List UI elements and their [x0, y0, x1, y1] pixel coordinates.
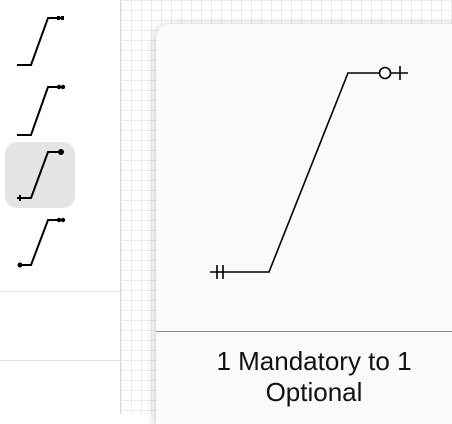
- relation-preview-diagram: [210, 66, 408, 279]
- shapes-sidebar: [0, 0, 121, 414]
- shape-preview-tooltip: 1 Mandatory to 1 Optional: [156, 24, 452, 424]
- preview-caption: 1 Mandatory to 1 Optional: [156, 346, 452, 408]
- preview-caption-line-1: 1 Mandatory to 1: [216, 346, 412, 376]
- sidebar-section-divider: [0, 291, 120, 292]
- shape-item-one-mandatory-to-many[interactable]: [5, 4, 75, 70]
- preview-caption-line-2: Optional: [265, 377, 363, 407]
- sidebar-section-divider: [0, 360, 120, 361]
- relation-one-mandatory-to-one-optional-icon: [17, 149, 64, 201]
- relation-many-to-many-icon: [17, 217, 66, 268]
- relation-one-mandatory-to-many-icon: [17, 16, 64, 66]
- preview-divider: [156, 331, 452, 332]
- shape-item-one-to-many[interactable]: [5, 74, 75, 140]
- shape-item-one-mandatory-to-one-optional[interactable]: [5, 142, 75, 208]
- relation-one-to-many-icon: [17, 84, 66, 136]
- shape-item-many-to-many[interactable]: [5, 212, 75, 278]
